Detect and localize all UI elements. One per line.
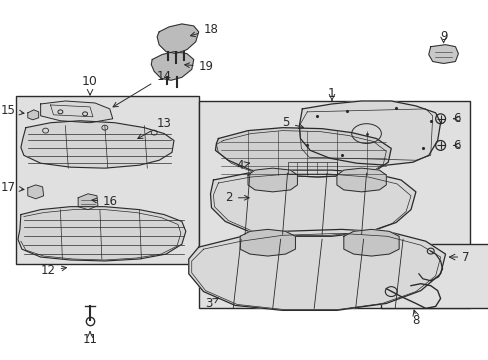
Bar bbox=[198, 101, 469, 309]
Bar bbox=[16, 96, 198, 264]
Text: 18: 18 bbox=[190, 23, 218, 37]
Polygon shape bbox=[215, 128, 390, 177]
Text: 5: 5 bbox=[282, 116, 303, 129]
Text: 7: 7 bbox=[461, 251, 469, 264]
Text: 13: 13 bbox=[138, 117, 171, 139]
Polygon shape bbox=[188, 229, 445, 310]
Text: 8: 8 bbox=[411, 314, 419, 327]
Polygon shape bbox=[28, 185, 43, 199]
Polygon shape bbox=[343, 229, 398, 256]
Text: 19: 19 bbox=[184, 60, 213, 73]
Text: 2: 2 bbox=[225, 191, 248, 204]
Polygon shape bbox=[21, 121, 174, 168]
Polygon shape bbox=[210, 170, 415, 236]
Polygon shape bbox=[41, 101, 113, 123]
Text: 11: 11 bbox=[82, 333, 97, 346]
Text: 9: 9 bbox=[439, 30, 447, 43]
Polygon shape bbox=[157, 24, 198, 54]
Polygon shape bbox=[28, 110, 39, 120]
Polygon shape bbox=[428, 45, 457, 63]
Bar bbox=[287, 162, 336, 174]
Text: 17: 17 bbox=[1, 181, 24, 194]
Text: 1: 1 bbox=[327, 87, 335, 100]
Polygon shape bbox=[151, 51, 193, 80]
Text: 10: 10 bbox=[82, 75, 98, 88]
Polygon shape bbox=[240, 229, 295, 256]
Polygon shape bbox=[78, 194, 98, 210]
Text: 4: 4 bbox=[236, 159, 249, 172]
Bar bbox=[381, 244, 488, 309]
Text: 16: 16 bbox=[92, 195, 118, 208]
Text: 15: 15 bbox=[1, 104, 24, 117]
Text: 6: 6 bbox=[452, 112, 460, 125]
Text: 12: 12 bbox=[41, 264, 66, 277]
Text: 6: 6 bbox=[452, 139, 460, 152]
Text: 3: 3 bbox=[205, 297, 218, 310]
Polygon shape bbox=[299, 101, 440, 165]
Text: 14: 14 bbox=[113, 70, 171, 107]
Polygon shape bbox=[336, 168, 386, 192]
Polygon shape bbox=[18, 207, 185, 261]
Polygon shape bbox=[247, 168, 297, 192]
